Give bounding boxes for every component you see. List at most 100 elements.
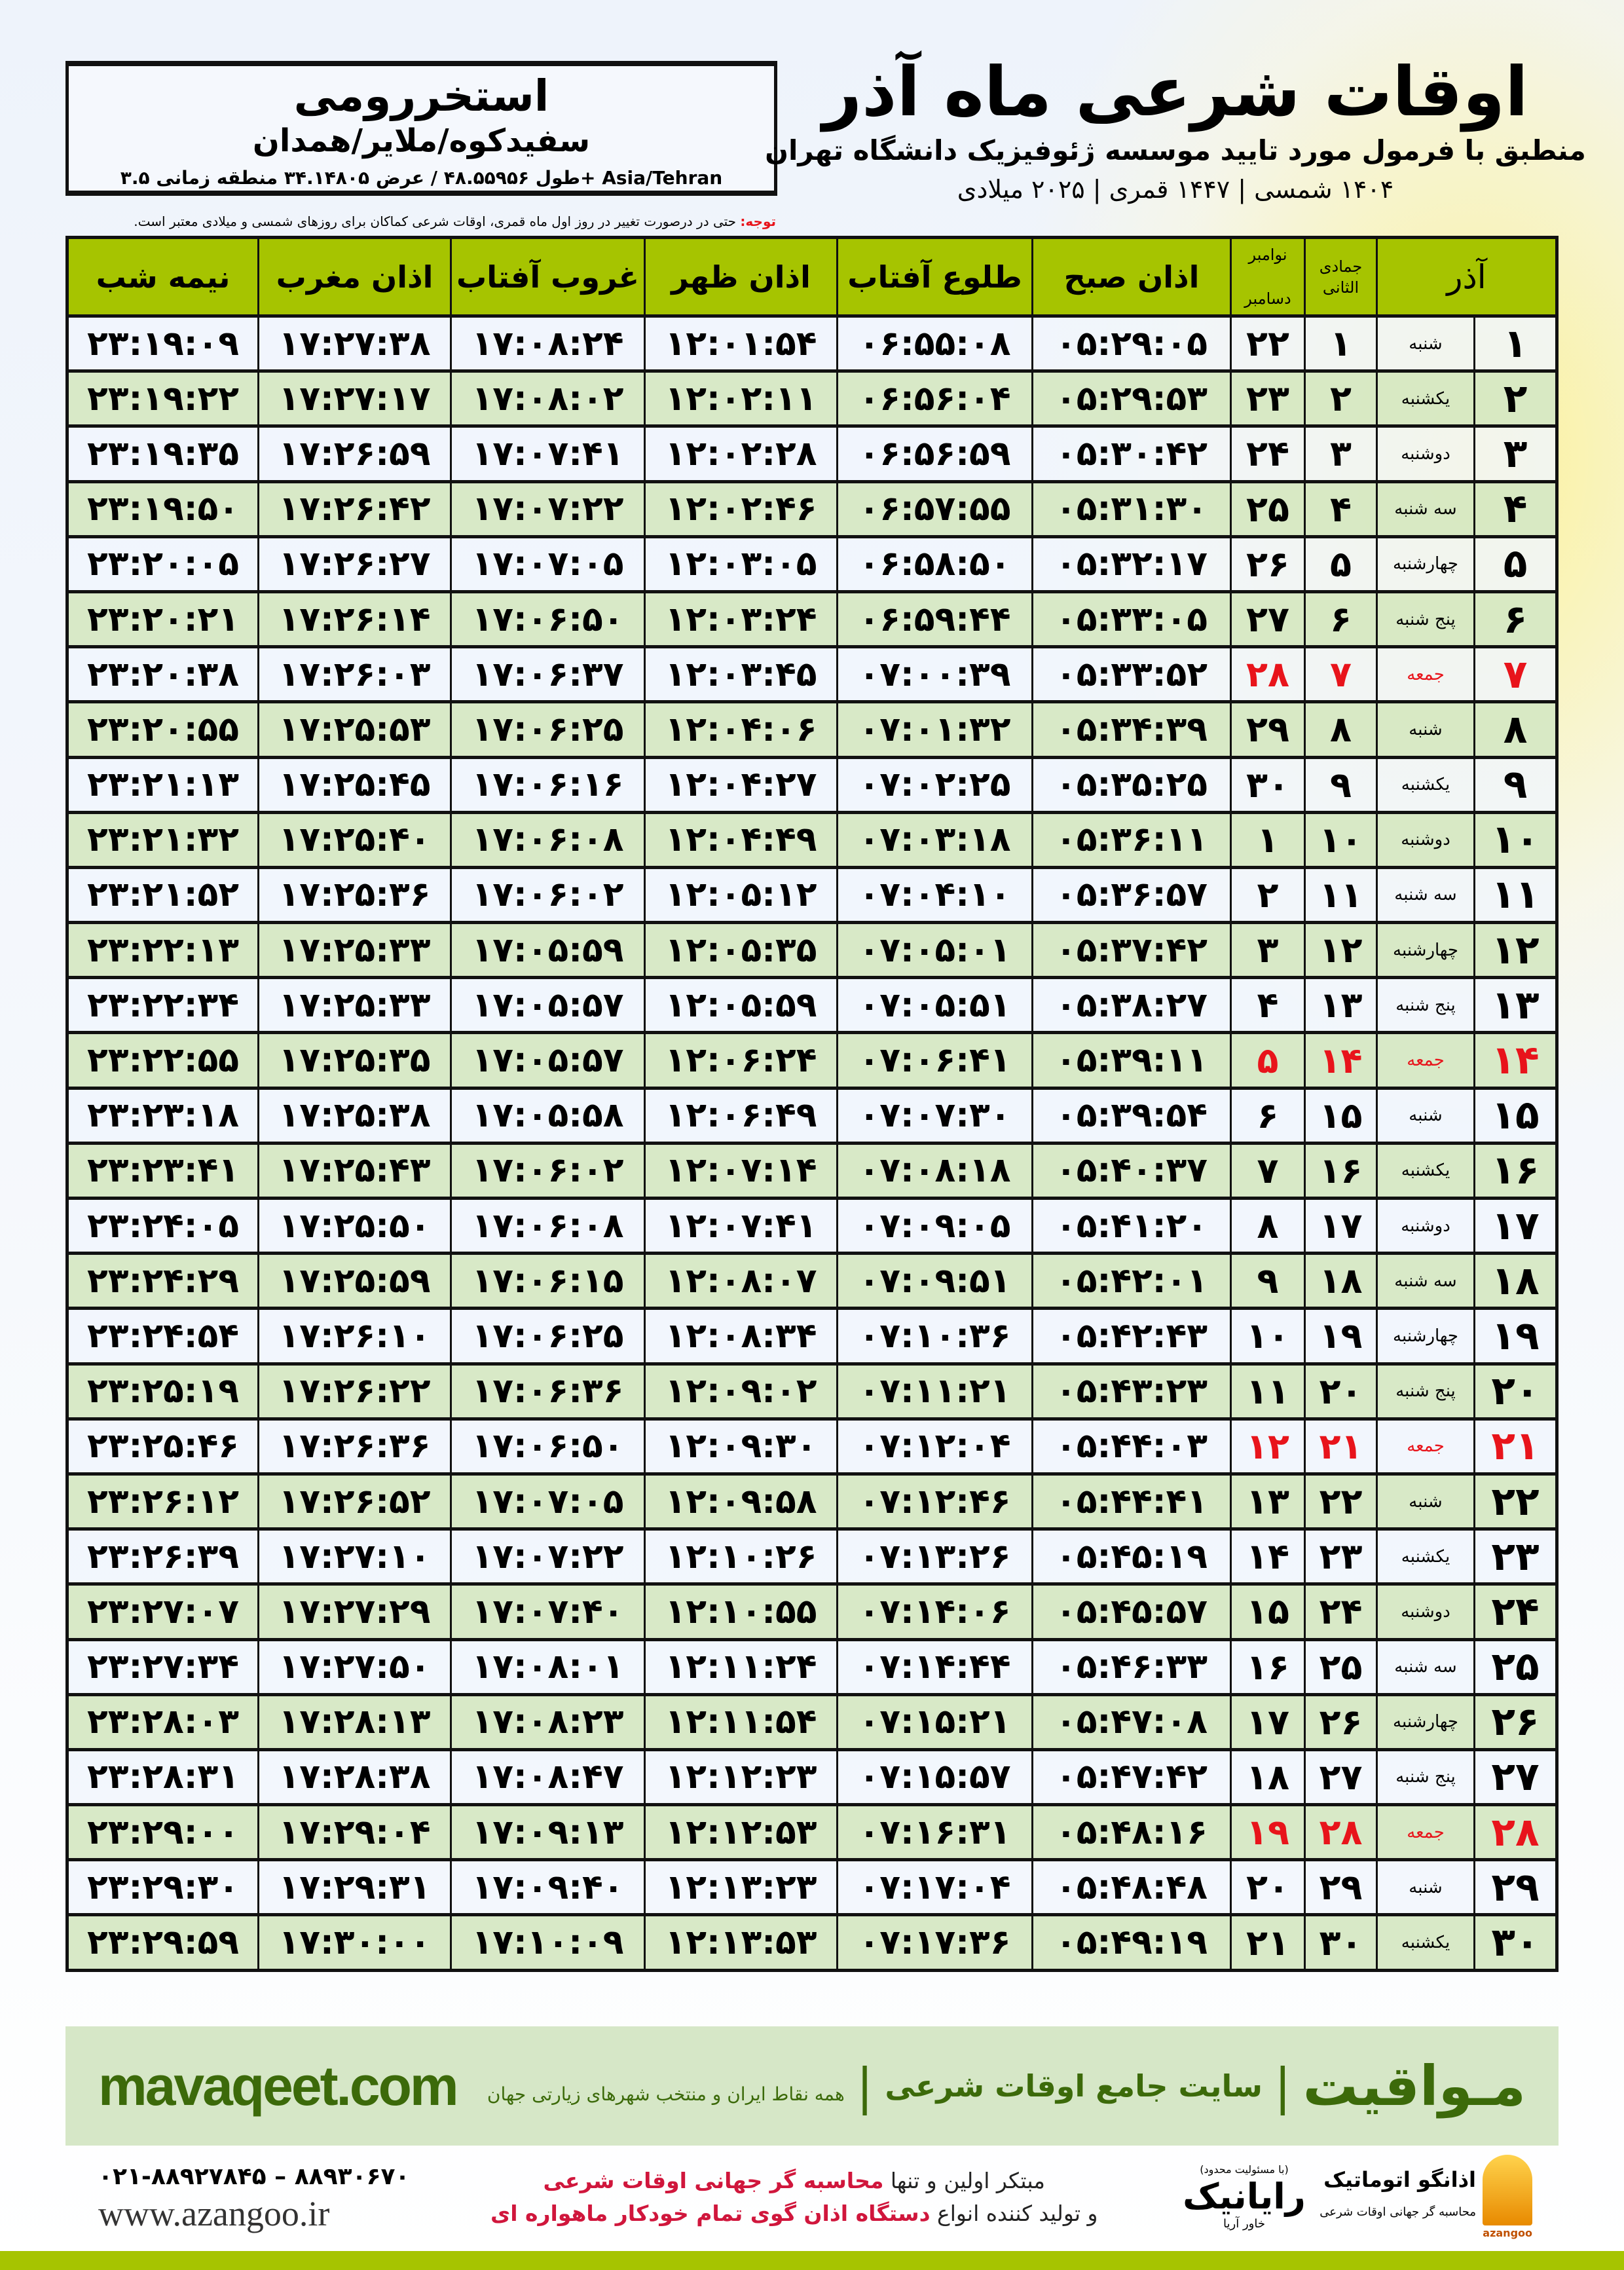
cell-zohr: ۱۲:۰۷:۱۴ <box>644 1144 836 1197</box>
cell-nime: ۲۳:۲۴:۵۴ <box>86 1316 240 1356</box>
cell-jumada-day: ۱ <box>1304 318 1376 370</box>
cell-ghorub: ۱۷:۰۶:۰۸ <box>450 1200 644 1252</box>
cell-tolu: ۰۷:۱۰:۳۶ <box>836 1310 1031 1362</box>
cell-december-day: ۲ <box>1230 868 1304 921</box>
cell-maghrib: ۱۷:۲۹:۳۱ <box>257 1861 450 1914</box>
cell-zohr: ۱۲:۱۲:۲۳ <box>644 1751 836 1804</box>
cell-ghorub: ۱۷:۰۸:۰۲ <box>450 373 644 425</box>
cell-ghorub: ۱۷:۰۶:۰۲ <box>450 868 644 921</box>
cell-day: ۱۳ <box>1473 979 1555 1032</box>
cell-zohr: ۱۲:۰۴:۰۶ <box>644 703 836 756</box>
table-row: ۲۷ پنج شنبه ۲۷ ۱۸ ۰۵:۴۷:۴۲ ۰۷:۱۵:۵۷ ۱۲:۱۲:۲۳ ۱۷… <box>69 1747 1555 1804</box>
cell-zohr: ۱۲:۱۱:۲۴ <box>644 1641 836 1693</box>
cell-jumada-day: ۲۴ <box>1304 1586 1376 1638</box>
advert-line-2: و تولید کننده انواع دستگاه اذان گوی تمام… <box>490 2197 1098 2230</box>
cell-jumada-day: ۴ <box>1304 483 1376 535</box>
cell-december-day: ۲۷ <box>1230 593 1304 646</box>
cell-ghorub: ۱۷:۰۶:۳۷ <box>450 648 644 701</box>
cell-weekday: سه شنبه <box>1376 1641 1473 1693</box>
azangoo-url[interactable]: www.azangoo.ir <box>98 2194 330 2233</box>
cell-sobh: ۰۵:۴۶:۳۳ <box>1031 1641 1230 1693</box>
cell-december-day: ۲۸ <box>1230 648 1304 701</box>
note-label: توجه: <box>740 214 776 229</box>
cell-ghorub: ۱۷:۰۷:۲۲ <box>450 1531 644 1583</box>
cell-tolu: ۰۷:۱۱:۲۱ <box>836 1365 1031 1417</box>
table-header: آذر جمادی الثانی نوامبر دسامبر اذان صبح … <box>69 239 1555 314</box>
cell-weekday: چهارشنبه <box>1376 1310 1473 1362</box>
header-december: دسامبر <box>1244 289 1291 308</box>
cell-sobh: ۰۵:۳۰:۴۲ <box>1031 428 1230 480</box>
table-row: ۹ یکشنبه ۹ ۳۰ ۰۵:۳۵:۲۵ ۰۷:۰۲:۲۵ ۱۲:۰۴:۲۷ ۱۷:۰۶:… <box>69 755 1555 811</box>
cell-jumada-day: ۲۹ <box>1304 1861 1376 1914</box>
cell-maghrib: ۱۷:۳۰:۰۰ <box>257 1916 450 1969</box>
mavaqeet-tagline: سایت جامع اوقات شرعی <box>885 2068 1263 2104</box>
cell-december-day: ۲۵ <box>1230 483 1304 535</box>
table-row: ۲۲ شنبه ۲۲ ۱۳ ۰۵:۴۴:۴۱ ۰۷:۱۲:۴۶ ۱۲:۰۹:۵۸ ۱۷:۰۷:… <box>69 1472 1555 1528</box>
cell-sobh: ۰۵:۳۶:۵۷ <box>1031 868 1230 921</box>
header-gregorian: نوامبر دسامبر <box>1230 239 1304 314</box>
cell-ghorub: ۱۷:۰۶:۰۸ <box>450 813 644 866</box>
cell-day: ۸ <box>1473 703 1555 756</box>
cell-maghrib: ۱۷:۲۶:۵۲ <box>257 1475 450 1528</box>
cell-weekday: شنبه <box>1376 703 1473 756</box>
cell-maghrib: ۱۷:۲۵:۴۰ <box>257 813 450 866</box>
header-zohr: اذان ظهر <box>644 239 836 314</box>
cell-jumada-day: ۳۰ <box>1304 1916 1376 1969</box>
cell-december-day: ۱۱ <box>1230 1365 1304 1417</box>
table-row: ۷ جمعه ۷ ۲۸ ۰۵:۳۳:۵۲ ۰۷:۰۰:۳۹ ۱۲:۰۳:۴۵ ۱۷:۰۶:۳۷… <box>69 645 1555 701</box>
table-row: ۱۵ شنبه ۱۵ ۶ ۰۵:۳۹:۵۴ ۰۷:۰۷:۳۰ ۱۲:۰۶:۴۹ ۱۷:۰۵:۵… <box>69 1086 1555 1142</box>
cell-maghrib: ۱۷:۲۶:۲۲ <box>257 1365 450 1417</box>
cell-ghorub: ۱۷:۰۵:۵۷ <box>450 979 644 1032</box>
cell-jumada-day: ۱۹ <box>1304 1310 1376 1362</box>
mavaqeet-logo: مـواقیت <box>1302 2054 1526 2118</box>
cell-day: ۶ <box>1473 593 1555 646</box>
cell-zohr: ۱۲:۰۴:۴۹ <box>644 813 836 866</box>
cell-tolu: ۰۷:۰۷:۳۰ <box>836 1089 1031 1142</box>
cell-day: ۲۰ <box>1473 1365 1555 1417</box>
table-row: ۱۶ یکشنبه ۱۶ ۷ ۰۵:۴۰:۳۷ ۰۷:۰۸:۱۸ ۱۲:۰۷:۱۴ ۱۷:۰۶… <box>69 1141 1555 1197</box>
cell-nime: ۲۳:۲۰:۰۵ <box>86 544 240 584</box>
cell-sobh: ۰۵:۴۷:۴۲ <box>1031 1751 1230 1804</box>
cell-tolu: ۰۷:۰۳:۱۸ <box>836 813 1031 866</box>
cell-tolu: ۰۷:۰۰:۳۹ <box>836 648 1031 701</box>
cell-zohr: ۱۲:۰۹:۳۰ <box>644 1420 836 1472</box>
separator: | <box>856 2056 874 2115</box>
cell-december-day: ۸ <box>1230 1200 1304 1252</box>
cell-zohr: ۱۲:۰۹:۵۸ <box>644 1475 836 1528</box>
table-body: ۱ شنبه ۱ ۲۲ ۰۵:۲۹:۰۵ ۰۶:۵۵:۰۸ ۱۲:۰۱:۵۴ ۱۷:۰۸:۲۴… <box>69 314 1555 1969</box>
cell-jumada-day: ۲۰ <box>1304 1365 1376 1417</box>
cell-zohr: ۱۲:۰۷:۴۱ <box>644 1200 836 1252</box>
cell-weekday: پنج شنبه <box>1376 1365 1473 1417</box>
azangoo-name: اذانگو اتوماتیک <box>1323 2167 1476 2192</box>
cell-day: ۱۷ <box>1473 1200 1555 1252</box>
cell-nime: ۲۳:۲۰:۵۵ <box>86 709 240 749</box>
table-row: ۴ سه شنبه ۴ ۲۵ ۰۵:۳۱:۳۰ ۰۶:۵۷:۵۵ ۱۲:۰۲:۴۶ ۱۷:۰۷… <box>69 479 1555 535</box>
cell-december-day: ۲۰ <box>1230 1861 1304 1914</box>
cell-sobh: ۰۵:۳۶:۱۱ <box>1031 813 1230 866</box>
cell-nime: ۲۳:۲۱:۱۳ <box>86 765 240 805</box>
table-row: ۱۱ سه شنبه ۱۱ ۲ ۰۵:۳۶:۵۷ ۰۷:۰۴:۱۰ ۱۲:۰۵:۱۲ ۱۷:۰… <box>69 865 1555 921</box>
cell-december-day: ۲۹ <box>1230 703 1304 756</box>
contact-block: ۰۲۱-۸۸۹۲۷۸۴۵ – ۸۸۹۳۰۶۷۰ www.azangoo.ir <box>98 2161 410 2234</box>
cell-zohr: ۱۲:۰۸:۳۴ <box>644 1310 836 1362</box>
cell-jumada-day: ۱۷ <box>1304 1200 1376 1252</box>
cell-maghrib: ۱۷:۲۶:۱۰ <box>257 1310 450 1362</box>
cell-maghrib: ۱۷:۲۵:۵۹ <box>257 1255 450 1307</box>
table-row: ۱۴ جمعه ۱۴ ۵ ۰۵:۳۹:۱۱ ۰۷:۰۶:۴۱ ۱۲:۰۶:۲۴ ۱۷:۰۵:۵… <box>69 1031 1555 1087</box>
cell-tolu: ۰۷:۱۶:۳۱ <box>836 1806 1031 1859</box>
cell-december-day: ۲۱ <box>1230 1916 1304 1969</box>
table-row: ۲۵ سه شنبه ۲۵ ۱۶ ۰۵:۴۶:۳۳ ۰۷:۱۴:۴۴ ۱۲:۱۱:۲۴ ۱۷:… <box>69 1637 1555 1693</box>
cell-nime: ۲۳:۱۹:۰۹ <box>86 324 240 363</box>
cell-tolu: ۰۷:۰۹:۰۵ <box>836 1200 1031 1252</box>
mavaqeet-url[interactable]: mavaqeet.com <box>98 2055 459 2117</box>
cell-nime: ۲۳:۱۹:۲۲ <box>86 379 240 419</box>
cell-tolu: ۰۷:۰۵:۵۱ <box>836 979 1031 1032</box>
cell-day: ۴ <box>1473 483 1555 535</box>
cell-tolu: ۰۶:۵۶:۰۴ <box>836 373 1031 425</box>
cell-jumada-day: ۲۵ <box>1304 1641 1376 1693</box>
cell-nime: ۲۳:۲۹:۵۹ <box>86 1923 240 1963</box>
cell-ghorub: ۱۷:۰۵:۵۹ <box>450 924 644 977</box>
cell-zohr: ۱۲:۰۸:۰۷ <box>644 1255 836 1307</box>
cell-weekday: پنج شنبه <box>1376 593 1473 646</box>
cell-weekday: چهارشنبه <box>1376 1696 1473 1748</box>
